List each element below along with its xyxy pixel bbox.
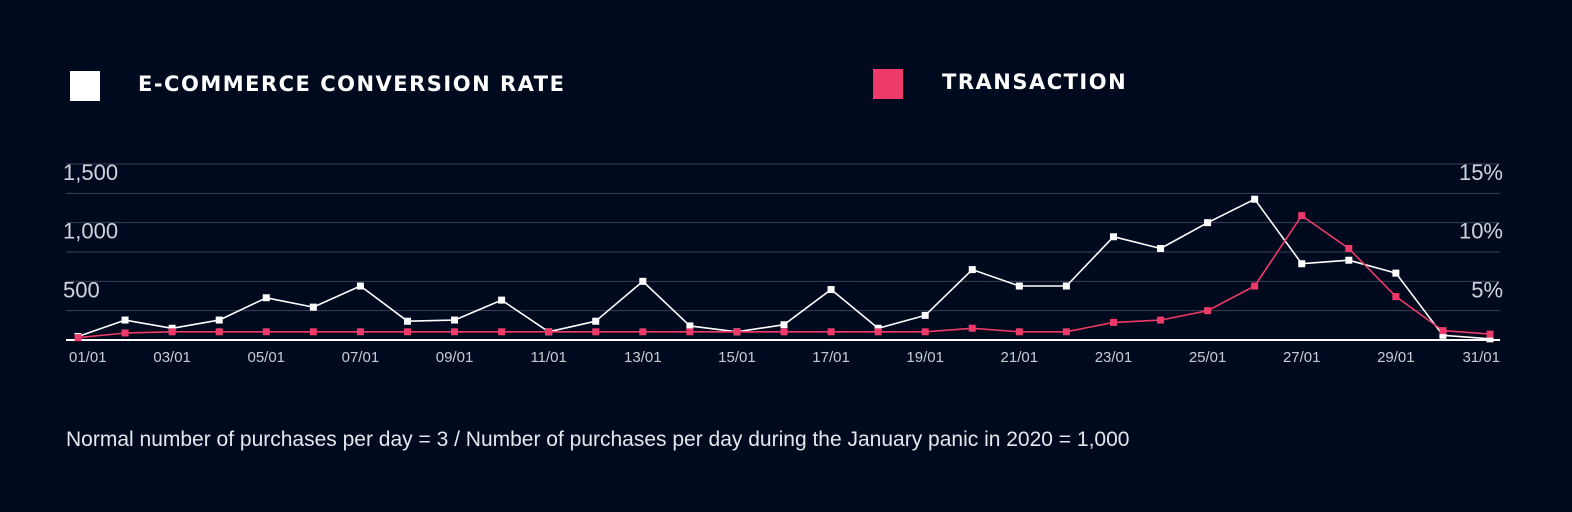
data-point-transaction — [1204, 307, 1212, 315]
x-tick-label: 07/01 — [342, 349, 380, 366]
data-point-e-commerce-conversion-rate — [121, 316, 129, 324]
data-point-transaction — [686, 328, 694, 336]
x-tick-label: 01/01 — [69, 349, 107, 366]
data-point-transaction — [356, 328, 364, 336]
data-point-e-commerce-conversion-rate — [1486, 335, 1494, 343]
x-tick-label: 31/01 — [1462, 349, 1500, 366]
data-point-transaction — [121, 329, 129, 337]
data-point-e-commerce-conversion-rate — [1345, 256, 1353, 264]
data-point-transaction — [827, 328, 835, 336]
y-left-tick-label: 1,500 — [63, 160, 118, 185]
data-point-transaction — [1439, 327, 1447, 335]
data-point-e-commerce-conversion-rate — [168, 324, 176, 332]
data-point-e-commerce-conversion-rate — [309, 303, 317, 311]
data-point-transaction — [1251, 282, 1259, 290]
data-point-e-commerce-conversion-rate — [1392, 269, 1400, 277]
series-e-commerce-conversion-rate — [74, 195, 1494, 343]
data-point-transaction — [1345, 244, 1353, 252]
data-point-e-commerce-conversion-rate — [780, 321, 788, 329]
data-point-e-commerce-conversion-rate — [1062, 282, 1070, 290]
data-point-e-commerce-conversion-rate — [921, 311, 929, 319]
legend-label-transaction: TRANSACTION — [942, 70, 1127, 94]
series-line-transaction — [77, 214, 1491, 339]
x-tick-label: 11/01 — [530, 349, 566, 366]
data-point-transaction — [262, 328, 270, 336]
legend-label-conversion-rate: E-COMMERCE CONVERSION RATE — [138, 72, 565, 96]
data-point-e-commerce-conversion-rate — [215, 316, 223, 324]
data-point-transaction — [74, 334, 82, 342]
data-point-transaction — [639, 328, 647, 336]
data-point-e-commerce-conversion-rate — [356, 282, 364, 290]
series-line-e-commerce-conversion-rate — [77, 198, 1491, 340]
x-tick-label: 13/01 — [624, 349, 662, 366]
data-point-e-commerce-conversion-rate — [1439, 331, 1447, 339]
data-point-transaction — [545, 328, 553, 336]
x-tick-label: 29/01 — [1377, 349, 1415, 366]
data-point-transaction — [733, 328, 741, 336]
data-point-transaction — [498, 328, 506, 336]
data-point-e-commerce-conversion-rate — [403, 317, 411, 325]
data-point-e-commerce-conversion-rate — [874, 324, 882, 332]
y-left-tick-label: 500 — [63, 277, 100, 302]
data-point-e-commerce-conversion-rate — [451, 316, 459, 324]
data-point-transaction — [1015, 328, 1023, 336]
data-point-transaction — [168, 328, 176, 336]
y-right-tick-label: 10% — [1459, 219, 1503, 244]
y-right-tick-label: 5% — [1471, 277, 1503, 302]
data-point-transaction — [780, 328, 788, 336]
data-point-transaction — [921, 328, 929, 336]
data-point-e-commerce-conversion-rate — [827, 286, 835, 294]
x-tick-label: 15/01 — [718, 349, 756, 366]
data-point-e-commerce-conversion-rate — [592, 317, 600, 325]
series-layer — [74, 195, 1494, 343]
legend: E-COMMERCE CONVERSION RATE TRANSACTION — [70, 69, 1127, 101]
x-tick-label: 19/01 — [906, 349, 944, 366]
data-point-transaction — [968, 324, 976, 332]
data-point-e-commerce-conversion-rate — [639, 277, 647, 285]
data-point-transaction — [1486, 330, 1494, 338]
data-point-e-commerce-conversion-rate — [262, 294, 270, 302]
x-tick-label: 09/01 — [436, 349, 474, 366]
data-point-transaction — [403, 328, 411, 336]
data-point-e-commerce-conversion-rate — [1298, 260, 1306, 268]
data-point-transaction — [1157, 316, 1165, 324]
x-tick-label: 17/01 — [812, 349, 850, 366]
x-axis: 01/01 03/01 05/01 07/01 09/01 11/01 13/01 15/01… — [69, 349, 1500, 366]
data-point-transaction — [1062, 328, 1070, 336]
data-point-transaction — [1392, 293, 1400, 301]
data-point-e-commerce-conversion-rate — [1251, 195, 1259, 203]
data-point-e-commerce-conversion-rate — [1157, 244, 1165, 252]
x-tick-label: 23/01 — [1095, 349, 1133, 366]
x-tick-label: 25/01 — [1189, 349, 1227, 366]
y-left-tick-label: 1,000 — [63, 219, 118, 244]
data-point-e-commerce-conversion-rate — [686, 322, 694, 330]
y-axis-left: 1,500 1,000 500 — [63, 160, 118, 302]
x-tick-label: 05/01 — [247, 349, 285, 366]
x-tick-label: 27/01 — [1283, 349, 1321, 366]
x-tick-label: 21/01 — [1001, 349, 1039, 366]
y-right-tick-label: 15% — [1459, 160, 1503, 185]
x-tick-label: 03/01 — [153, 349, 191, 366]
data-point-e-commerce-conversion-rate — [498, 296, 506, 304]
data-point-transaction — [1298, 212, 1306, 220]
legend-swatch-transaction — [873, 69, 903, 99]
data-point-transaction — [451, 328, 459, 336]
data-point-e-commerce-conversion-rate — [1015, 282, 1023, 290]
gridlines — [66, 163, 1500, 341]
data-point-transaction — [215, 328, 223, 336]
data-point-e-commerce-conversion-rate — [1109, 233, 1117, 241]
data-point-transaction — [1109, 318, 1117, 326]
series-transaction — [74, 212, 1494, 342]
data-point-e-commerce-conversion-rate — [1204, 219, 1212, 227]
y-axis-right: 15% 10% 5% — [1459, 160, 1503, 302]
legend-swatch-conversion-rate — [70, 71, 100, 101]
data-point-transaction — [592, 328, 600, 336]
data-point-transaction — [874, 328, 882, 336]
footnote: Normal number of purchases per day = 3 /… — [66, 428, 1129, 451]
data-point-transaction — [309, 328, 317, 336]
data-point-e-commerce-conversion-rate — [968, 266, 976, 274]
